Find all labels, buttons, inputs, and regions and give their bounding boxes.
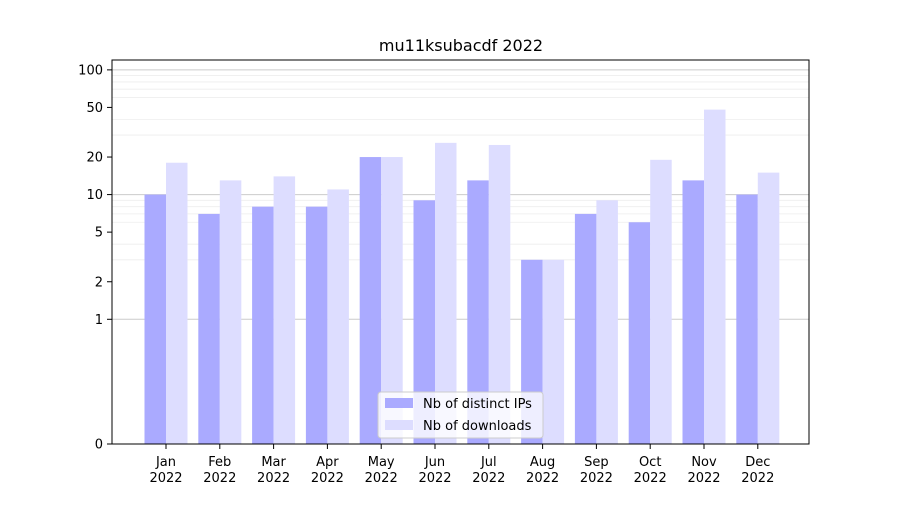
bar-nb-of-distinct-ips-jan (144, 194, 166, 444)
y-tick-label: 2 (95, 275, 103, 290)
bar-nb-of-downloads-feb (219, 180, 242, 444)
bar-nb-of-distinct-ips-may (359, 157, 382, 444)
bar-nb-of-downloads-apr (327, 189, 349, 444)
chart-title: mu11ksubacdf 2022 (379, 36, 543, 55)
bar-nb-of-distinct-ips-mar (252, 206, 274, 444)
bar-nb-of-downloads-oct (650, 159, 672, 444)
x-tick-label-sep: Sep 2022 (580, 455, 613, 486)
bars-layer (144, 109, 780, 445)
legend: Nb of distinct IPs Nb of downloads (377, 391, 544, 439)
legend-box (377, 391, 544, 439)
x-tick-label-apr: Apr 2022 (311, 455, 344, 486)
bar-nb-of-distinct-ips-oct (628, 222, 651, 444)
x-tick-label-aug: Aug 2022 (526, 455, 559, 486)
y-tick-label: 10 (86, 188, 103, 203)
y-tick-label: 50 (86, 101, 103, 116)
legend-label-downloads: Nb of downloads (423, 419, 532, 434)
y-tick-label: 0 (95, 438, 103, 453)
bar-nb-of-downloads-aug (542, 259, 565, 444)
x-tick-label-dec: Dec 2022 (741, 455, 774, 486)
bar-nb-of-downloads-jan (166, 162, 188, 444)
y-tick-label: 5 (95, 226, 103, 241)
bar-nb-of-downloads-nov (704, 109, 726, 444)
x-tick-label-jun: Jun 2022 (418, 455, 451, 486)
bar-nb-of-distinct-ips-sep (574, 213, 597, 444)
y-axis: 0 1 2 5 10 20 50 100 (78, 63, 112, 453)
x-tick-label-feb: Feb 2022 (203, 455, 236, 486)
legend-swatch-distinct-ips (385, 398, 413, 408)
plot-frame (111, 59, 810, 445)
bar-nb-of-downloads-jul (488, 144, 511, 445)
bar-nb-of-distinct-ips-apr (305, 206, 328, 444)
x-tick-label-may: May 2022 (365, 455, 398, 486)
legend-swatch-downloads (385, 420, 413, 430)
bar-nb-of-downloads-sep (596, 200, 618, 444)
x-tick-label-oct: Oct 2022 (634, 455, 667, 486)
x-tick-label-jan: Jan 2022 (149, 455, 182, 486)
bar-nb-of-distinct-ips-jul (467, 180, 489, 444)
bar-nb-of-distinct-ips-dec (736, 194, 758, 444)
x-tick-label-jul: Jul 2022 (472, 455, 505, 486)
bar-nb-of-distinct-ips-nov (682, 180, 704, 444)
bar-nb-of-distinct-ips-jun (413, 200, 435, 444)
bar-nb-of-downloads-mar (273, 176, 296, 444)
bar-nb-of-downloads-dec (757, 172, 780, 444)
bar-nb-of-downloads-jun (435, 142, 457, 445)
y-tick-label: 1 (95, 313, 103, 328)
x-tick-label-mar: Mar 2022 (257, 455, 290, 486)
legend-label-distinct-ips: Nb of distinct IPs (423, 397, 532, 412)
bar-nb-of-distinct-ips-feb (198, 213, 220, 444)
y-tick-label: 20 (86, 151, 103, 166)
y-tick-label: 100 (78, 63, 103, 78)
x-axis: Jan 2022 Feb 2022 Mar 2022 Apr 2022 May 2022 Jun 20… (149, 444, 774, 486)
bar-nb-of-downloads-may (381, 157, 403, 444)
x-tick-label-nov: Nov 2022 (687, 455, 720, 486)
